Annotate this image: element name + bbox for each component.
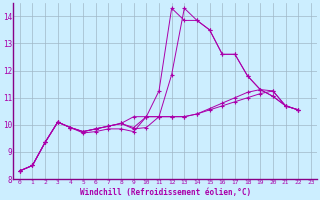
X-axis label: Windchill (Refroidissement éolien,°C): Windchill (Refroidissement éolien,°C) <box>80 188 251 197</box>
